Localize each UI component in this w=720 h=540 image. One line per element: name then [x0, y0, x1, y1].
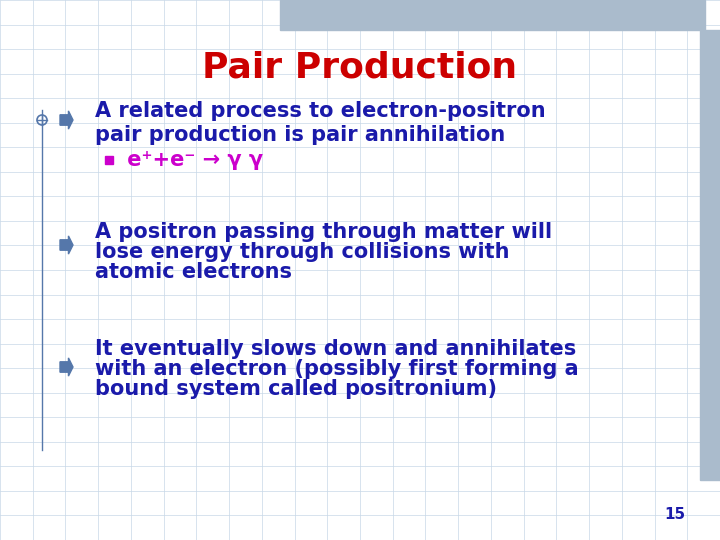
Text: lose energy through collisions with: lose energy through collisions with	[95, 242, 510, 262]
Bar	[105, 156, 113, 164]
Polygon shape	[60, 236, 73, 254]
Text: It eventually slows down and annihilates: It eventually slows down and annihilates	[95, 339, 576, 359]
Text: A related process to electron-positron: A related process to electron-positron	[95, 101, 546, 121]
Text: e⁺+e⁻ → γ γ: e⁺+e⁻ → γ γ	[120, 150, 263, 170]
Text: Pair Production: Pair Production	[202, 50, 518, 84]
Text: A positron passing through matter will: A positron passing through matter will	[95, 222, 552, 242]
Text: 15: 15	[664, 507, 685, 522]
Bar	[700, 30, 720, 480]
Text: bound system called positronium): bound system called positronium)	[95, 379, 497, 399]
Text: atomic electrons: atomic electrons	[95, 262, 292, 282]
Bar	[280, 0, 705, 30]
Text: with an electron (possibly first forming a: with an electron (possibly first forming…	[95, 359, 579, 379]
Polygon shape	[60, 111, 73, 129]
Text: pair production is pair annihilation: pair production is pair annihilation	[95, 125, 505, 145]
Polygon shape	[60, 358, 73, 376]
